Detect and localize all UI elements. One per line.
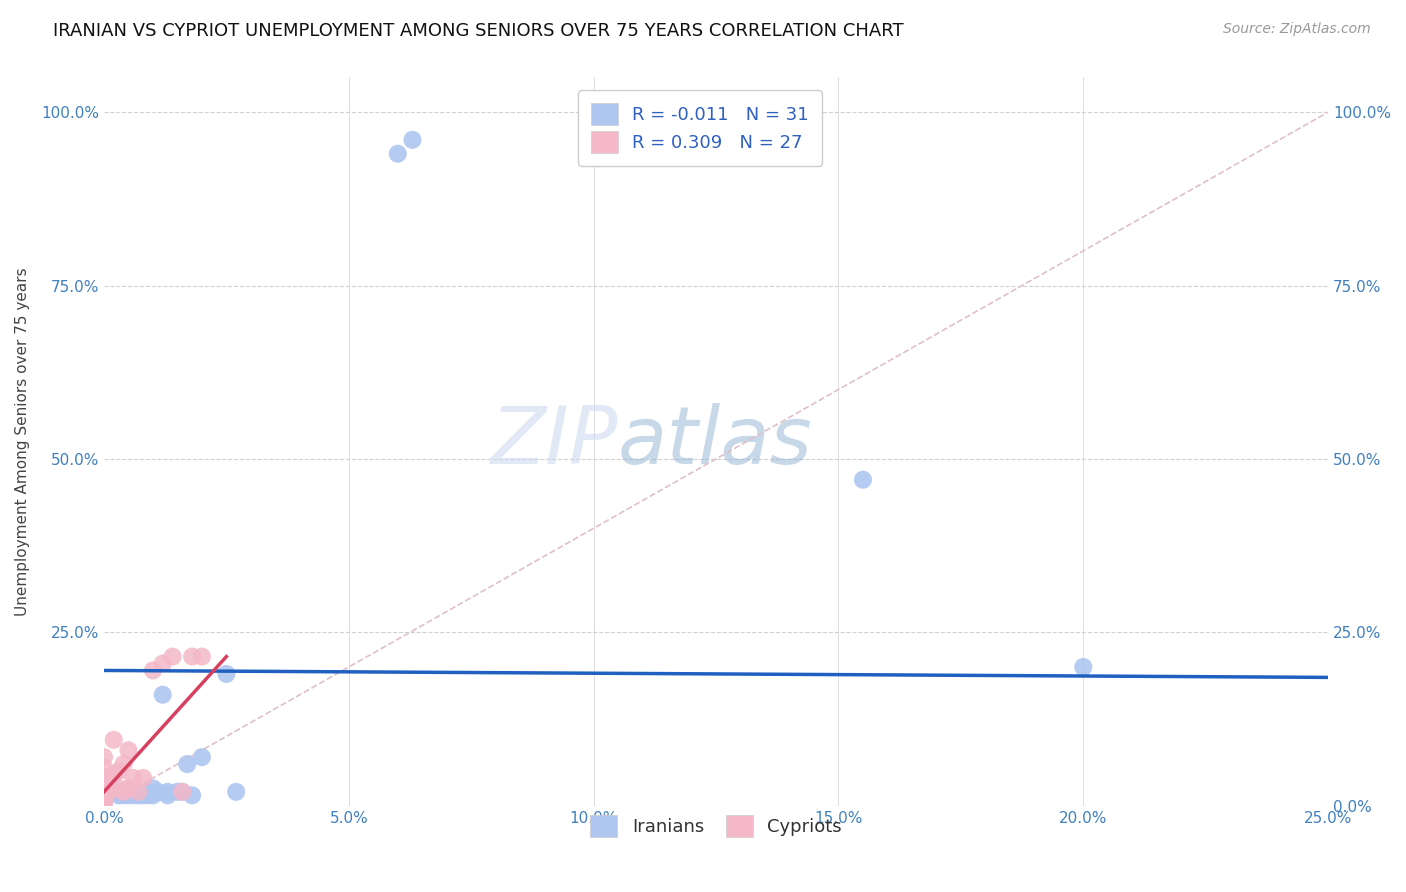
Point	[142, 789, 165, 803]
Point	[93, 789, 115, 803]
Point	[132, 771, 155, 785]
Point	[117, 781, 139, 796]
Point	[93, 791, 115, 805]
Point	[107, 781, 129, 796]
Point	[122, 771, 145, 785]
Point	[181, 789, 204, 803]
Point	[176, 757, 198, 772]
Point	[142, 664, 165, 678]
Point	[132, 785, 155, 799]
Point	[93, 785, 115, 799]
Point	[852, 473, 875, 487]
Point	[156, 789, 179, 803]
Point	[93, 795, 115, 809]
Point	[117, 785, 139, 799]
Text: IRANIAN VS CYPRIOT UNEMPLOYMENT AMONG SENIORS OVER 75 YEARS CORRELATION CHART: IRANIAN VS CYPRIOT UNEMPLOYMENT AMONG SE…	[53, 22, 904, 40]
Point	[117, 743, 139, 757]
Text: Source: ZipAtlas.com: Source: ZipAtlas.com	[1223, 22, 1371, 37]
Point	[117, 789, 139, 803]
Point	[93, 798, 115, 813]
Text: ZIP: ZIP	[491, 402, 619, 481]
Point	[93, 771, 115, 785]
Point	[112, 757, 135, 772]
Point	[136, 789, 159, 803]
Point	[107, 764, 129, 778]
Point	[225, 785, 247, 799]
Point	[142, 781, 165, 796]
Point	[107, 789, 129, 803]
Point	[127, 785, 149, 799]
Point	[97, 785, 120, 799]
Point	[136, 785, 159, 799]
Point	[112, 789, 135, 803]
Legend: Iranians, Cypriots: Iranians, Cypriots	[583, 807, 849, 844]
Point	[122, 785, 145, 799]
Point	[191, 750, 214, 764]
Point	[162, 649, 184, 664]
Point	[93, 750, 115, 764]
Point	[112, 785, 135, 799]
Point	[152, 657, 174, 671]
Point	[387, 146, 409, 161]
Point	[127, 785, 149, 799]
Point	[127, 789, 149, 803]
Point	[152, 688, 174, 702]
Point	[132, 789, 155, 803]
Point	[401, 133, 423, 147]
Point	[93, 760, 115, 774]
Point	[103, 732, 125, 747]
Point	[93, 778, 115, 792]
Point	[166, 785, 188, 799]
Point	[172, 785, 194, 799]
Point	[122, 789, 145, 803]
Point	[1071, 660, 1094, 674]
Point	[156, 785, 179, 799]
Y-axis label: Unemployment Among Seniors over 75 years: Unemployment Among Seniors over 75 years	[15, 268, 30, 615]
Point	[181, 649, 204, 664]
Point	[107, 785, 129, 799]
Point	[191, 649, 214, 664]
Point	[172, 785, 194, 799]
Point	[215, 667, 238, 681]
Point	[146, 785, 169, 799]
Point	[112, 785, 135, 799]
Point	[103, 767, 125, 781]
Text: atlas: atlas	[619, 402, 813, 481]
